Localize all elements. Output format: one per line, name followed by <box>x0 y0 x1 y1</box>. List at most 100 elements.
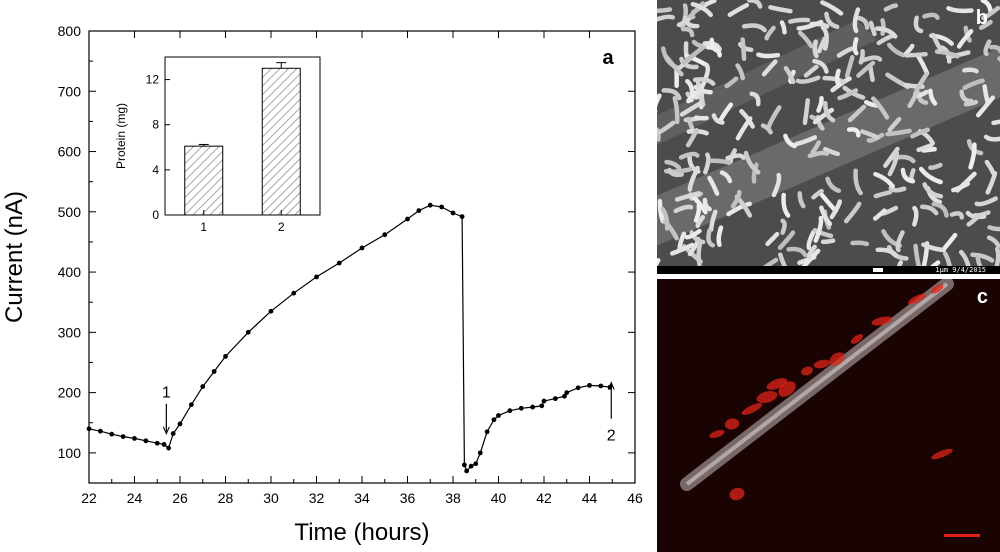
sem-bacterium <box>751 162 759 184</box>
sem-bacterium <box>657 93 662 113</box>
sem-bacterium <box>662 218 679 241</box>
sem-bacterium <box>874 26 898 39</box>
sem-bacterium <box>672 95 680 125</box>
sem-bacteria-image <box>657 0 1000 274</box>
sem-bacterium <box>664 159 682 170</box>
x-tick-label: 36 <box>400 490 416 506</box>
sem-bacterium <box>846 127 861 138</box>
sem-bacterium <box>693 115 709 121</box>
sem-bacterium <box>850 240 870 247</box>
sem-bacterium <box>856 60 876 78</box>
sem-bacterium <box>975 95 996 118</box>
sem-bacterium <box>802 98 811 126</box>
sem-bacterium <box>657 14 675 22</box>
sem-bacterium <box>847 104 867 123</box>
sem-bacterium <box>768 5 793 14</box>
sem-bacterium <box>726 201 752 217</box>
sem-bacterium <box>946 6 974 14</box>
inset-bar <box>184 145 224 216</box>
fluo-cell <box>709 429 725 439</box>
fluo-cell <box>908 293 926 305</box>
sem-bacterium <box>696 241 703 267</box>
sem-bacterium <box>880 18 886 36</box>
data-point <box>541 398 547 404</box>
sem-bacterium <box>853 168 863 196</box>
data-point <box>587 382 592 388</box>
x-tick-label: 40 <box>491 490 507 506</box>
panel-label-b: b <box>975 7 988 29</box>
sem-bacterium <box>692 77 716 86</box>
marker-label-1: 1 <box>162 385 171 402</box>
sem-bacterium <box>994 246 1000 270</box>
sem-bacterium <box>812 39 819 59</box>
y-tick-label: 700 <box>58 83 82 99</box>
sem-bacterium <box>727 2 750 18</box>
sem-bacterium <box>709 158 732 165</box>
sem-bacterium <box>677 231 687 252</box>
fluo-cell <box>813 359 831 369</box>
sem-bacterium <box>873 189 893 199</box>
sem-bacterium <box>724 76 739 89</box>
sem-bacterium <box>989 44 1000 54</box>
data-point <box>468 463 474 469</box>
sem-bacterium <box>806 244 817 259</box>
sem-bacterium <box>735 63 746 81</box>
x-tick-label: 32 <box>309 490 325 506</box>
sem-bacterium <box>781 192 791 218</box>
data-point <box>598 383 604 389</box>
sem-bacterium <box>907 89 919 109</box>
x-tick-label: 28 <box>218 490 234 506</box>
sem-scale-bar <box>873 268 883 272</box>
sem-bacterium <box>740 37 747 61</box>
sem-bacterium <box>679 101 702 117</box>
sem-bacterium <box>786 246 808 258</box>
fluo-cell <box>756 390 778 404</box>
sem-bacterium <box>741 23 767 33</box>
y-tick-label: 300 <box>58 324 82 340</box>
sem-bacterium <box>819 205 833 227</box>
sem-bacterium <box>730 189 742 209</box>
sem-bacterium <box>685 128 699 148</box>
sem-bacterium <box>903 43 915 57</box>
sem-fiber <box>657 20 877 146</box>
sem-bacterium <box>797 30 814 49</box>
sem-bacterium <box>674 191 701 202</box>
sem-bacterium <box>955 171 977 193</box>
sem-bacterium <box>829 199 843 220</box>
inset-y-ticks: 0 4 8 12 <box>146 73 170 222</box>
x-tick-label: 34 <box>354 490 370 506</box>
y-tick-label: 600 <box>58 144 82 160</box>
sem-bacterium <box>928 88 938 106</box>
data-point <box>450 210 456 216</box>
sem-bacterium <box>983 39 992 57</box>
data-point <box>439 204 445 210</box>
inset-y-axis-title: Protein (mg) <box>114 103 128 169</box>
fluo-cell <box>850 334 864 344</box>
sem-info-bar: 1μm 9/4/2015 <box>657 266 1000 274</box>
sem-bacterium <box>888 185 907 193</box>
sem-bacterium <box>779 20 787 35</box>
sem-bacterium <box>852 37 859 56</box>
sem-bacterium <box>716 225 724 248</box>
data-point <box>86 426 92 432</box>
fluorescence-micrograph-panel: c <box>657 279 1000 552</box>
data-point <box>161 442 167 447</box>
data-point <box>291 290 297 296</box>
sem-bacterium <box>708 209 718 232</box>
data-point <box>539 403 545 409</box>
sem-bacterium <box>673 204 694 214</box>
x-tick-label: 22 <box>81 490 97 506</box>
sem-bacterium <box>820 0 844 16</box>
sem-bacterium <box>670 242 695 256</box>
sem-bacterium <box>871 96 890 120</box>
y-tick-label: 100 <box>58 445 82 461</box>
y-axis-ticks: 100 200 300 400 500 600 700 800 <box>58 23 635 484</box>
sem-bacterium <box>690 1 713 18</box>
sem-bacterium <box>766 105 782 130</box>
inset-x-tick-label: 1 <box>200 220 207 234</box>
y-tick-label: 800 <box>58 23 82 39</box>
sem-bacterium <box>861 55 883 63</box>
sem-bacterium <box>921 242 947 253</box>
